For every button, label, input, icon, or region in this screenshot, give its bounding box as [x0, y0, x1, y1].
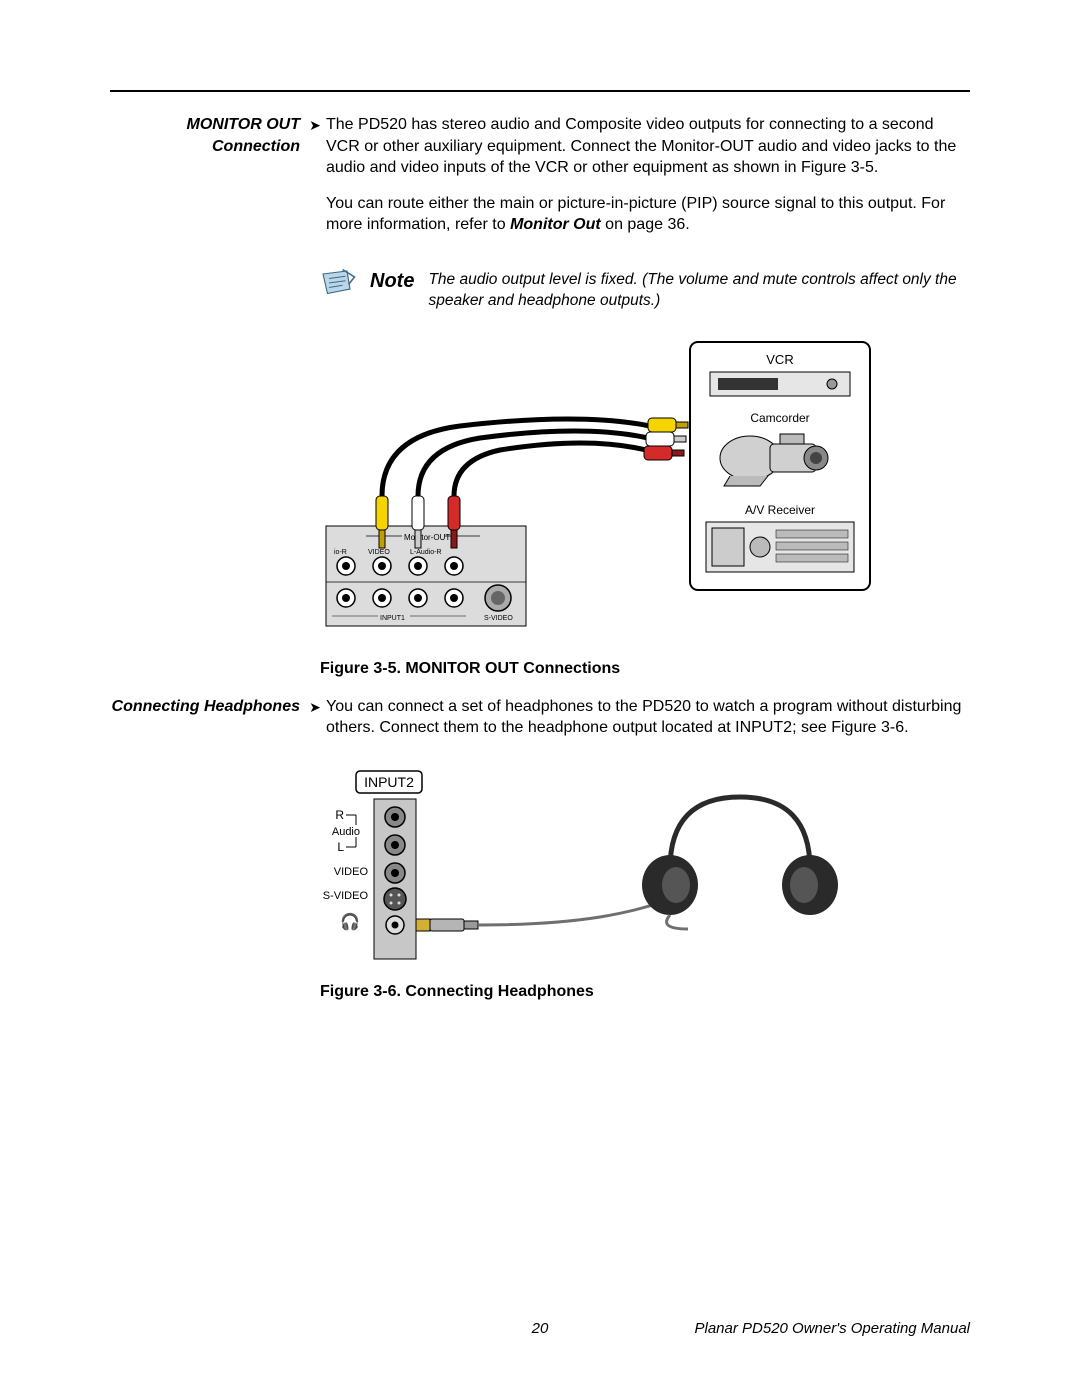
figure-3-5-svg: VCR Camcorder A/V Receiver [320, 336, 880, 646]
headphone-icon: 🎧 [340, 912, 360, 931]
body-text-monitor-out: The PD520 has stereo audio and Composite… [326, 114, 970, 250]
l-label: L [337, 840, 344, 854]
plug-white-r [646, 432, 686, 446]
document-page: MONITOR OUT Connection ➤ The PD520 has s… [0, 0, 1080, 1397]
caption-3-6: Figure 3-6. Connecting Headphones [320, 983, 970, 1001]
page-number: 20 [532, 1320, 549, 1337]
caption-3-5: Figure 3-5. MONITOR OUT Connections [320, 660, 970, 678]
panel-svideo: S-VIDEO [484, 615, 513, 622]
figure-3-5: VCR Camcorder A/V Receiver [320, 336, 970, 646]
page-footer: 20 Planar PD520 Owner's Operating Manual [110, 1320, 970, 1337]
note-block: Note The audio output level is fixed. (T… [320, 268, 970, 312]
arrow-icon-2: ➤ [304, 696, 326, 718]
body-text-headphones: You can connect a set of headphones to t… [326, 696, 970, 753]
panel-io-r: io-R [334, 549, 347, 556]
paragraph-2: You can route either the main or picture… [326, 193, 970, 236]
receiver-label: A/V Receiver [745, 503, 815, 517]
panel-video: VIDEO [368, 549, 390, 556]
note-icon [320, 268, 356, 298]
panel-monitor-out: Monitor-OUT [404, 533, 450, 542]
arrow-icon: ➤ [304, 114, 326, 136]
vcr-label: VCR [766, 352, 793, 367]
top-rule [110, 90, 970, 92]
headphone-plug [416, 919, 478, 931]
figure-3-6-svg: INPUT2 R Audio L VIDEO S-VIDEO 🎧 [320, 769, 840, 969]
p2-part-c: on page 36. [601, 216, 690, 233]
manual-title: Planar PD520 Owner's Operating Manual [694, 1320, 970, 1337]
side-label-monitor-out: MONITOR OUT Connection [110, 114, 304, 157]
video-label: VIDEO [334, 866, 369, 878]
side-label-headphones: Connecting Headphones [110, 696, 304, 718]
plug-red-r [644, 446, 684, 460]
figure-3-6: INPUT2 R Audio L VIDEO S-VIDEO 🎧 [320, 769, 970, 969]
panel-l-audio-r: L-Audio-R [410, 549, 442, 556]
note-text: The audio output level is fixed. (The vo… [428, 268, 970, 312]
paragraph-1: The PD520 has stereo audio and Composite… [326, 114, 970, 179]
headphones [642, 797, 838, 929]
svideo-label: S-VIDEO [323, 890, 369, 902]
plug-yellow-r [648, 418, 688, 432]
panel-input1: INPUT1 [380, 615, 405, 622]
note-label: Note [370, 268, 414, 293]
paragraph-3: You can connect a set of headphones to t… [326, 696, 970, 739]
camcorder-label: Camcorder [750, 411, 809, 425]
audio-label: Audio [332, 826, 360, 838]
r-label: R [335, 808, 344, 822]
input2-label: INPUT2 [364, 774, 414, 790]
section-monitor-out: MONITOR OUT Connection ➤ The PD520 has s… [110, 114, 970, 250]
section-headphones: Connecting Headphones ➤ You can connect … [110, 696, 970, 753]
p2-ref: Monitor Out [510, 216, 601, 233]
